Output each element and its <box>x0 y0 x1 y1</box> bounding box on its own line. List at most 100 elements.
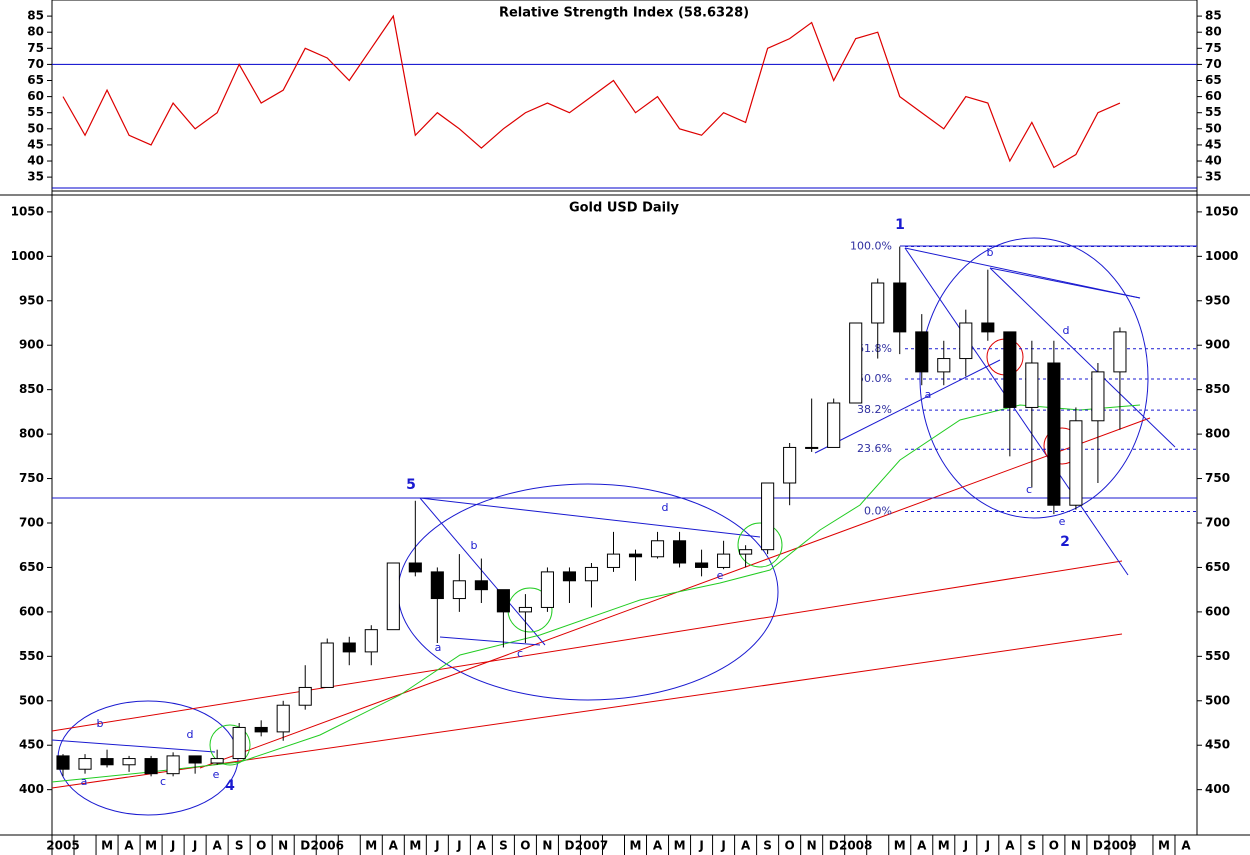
candle-body <box>518 606 532 613</box>
x-tick-label: J <box>720 839 725 853</box>
y-tick-label: 600 <box>19 604 44 618</box>
overlay <box>209 724 251 766</box>
y-tick-label: 45 <box>27 137 44 151</box>
fib-label: 100.0% <box>850 240 892 253</box>
x-tick-label: J <box>434 839 439 853</box>
x-tick-label: J <box>456 839 461 853</box>
y-tick-label: 35 <box>1205 170 1222 184</box>
x-tick-label: M <box>630 839 642 853</box>
x-tick-label: J <box>963 839 968 853</box>
wave-letter: d <box>662 501 669 514</box>
x-tick-label: S <box>499 839 508 853</box>
candle-body <box>1113 331 1127 373</box>
candle-body <box>628 553 643 558</box>
candle-body <box>739 549 753 555</box>
candle-body <box>78 758 92 770</box>
candle-body <box>188 755 202 764</box>
candle-body <box>650 540 665 558</box>
rsi-line <box>62 14 1121 169</box>
candle-body <box>166 755 180 775</box>
wave-label: 5 <box>406 477 416 493</box>
y-tick-label: 450 <box>19 738 44 752</box>
y-tick-label: 60 <box>27 89 44 103</box>
y-tick-label: 55 <box>1205 105 1222 119</box>
wave-letter: d <box>187 728 194 741</box>
y-tick-label: 500 <box>19 693 44 707</box>
y-tick-label: 800 <box>1205 427 1230 441</box>
overlay <box>737 522 783 568</box>
y-tick-label: 50 <box>1205 121 1222 135</box>
candle-body <box>430 571 444 600</box>
x-tick-label: M <box>894 839 906 853</box>
x-tick-label: A <box>1005 839 1015 853</box>
wave-letter: c <box>160 775 166 788</box>
overlay <box>989 267 1176 448</box>
overlay <box>919 237 1149 519</box>
y-tick-label: 700 <box>19 516 44 530</box>
wave-letter: a <box>925 388 932 401</box>
y-tick-label: 700 <box>1205 516 1230 530</box>
y-tick-label: 750 <box>19 471 44 485</box>
x-tick-label: M <box>1158 839 1170 853</box>
y-tick-label: 70 <box>27 57 44 71</box>
x-tick-label: M <box>145 839 157 853</box>
x-tick-label: J <box>170 839 175 853</box>
y-tick-label: 900 <box>1205 338 1230 352</box>
candle-body <box>695 562 709 568</box>
x-tick-label: N <box>1071 839 1081 853</box>
y-tick-label: 1000 <box>1205 249 1238 263</box>
candle-body <box>342 642 356 653</box>
wave-letter: a <box>435 641 442 654</box>
x-tick-label: A <box>477 839 487 853</box>
y-tick-label: 450 <box>1205 738 1230 752</box>
y-tick-label: 600 <box>1205 604 1230 618</box>
x-tick-label: J <box>698 839 703 853</box>
overlay <box>419 497 761 538</box>
candle-body <box>805 446 819 449</box>
y-tick-label: 80 <box>27 25 44 39</box>
candle-body <box>1003 331 1017 408</box>
candle-body <box>871 282 885 324</box>
candle-body <box>1025 362 1039 408</box>
x-tick-label: D <box>300 839 310 853</box>
wave-letter: a <box>81 775 88 788</box>
wave-letter: c <box>517 647 523 660</box>
y-tick-label: 55 <box>27 105 44 119</box>
candle-body <box>298 686 312 706</box>
candle-body <box>56 755 70 770</box>
x-tick-label: A <box>741 839 751 853</box>
overlay <box>51 560 1123 732</box>
candle-body <box>584 566 599 582</box>
x-tick-label: M <box>365 839 377 853</box>
candle-body <box>672 540 687 564</box>
y-tick-label: 40 <box>1205 154 1222 168</box>
x-tick-label: A <box>389 839 399 853</box>
overlay <box>989 267 1141 299</box>
y-tick-label: 850 <box>19 382 44 396</box>
y-tick-label: 80 <box>1205 25 1222 39</box>
x-tick-label: O <box>520 839 530 853</box>
candle-body <box>320 642 334 688</box>
candle-body <box>761 482 775 551</box>
x-tick-label: A <box>124 839 134 853</box>
x-tick-label: 2009 <box>1103 839 1136 853</box>
y-tick-label: 70 <box>1205 57 1222 71</box>
x-tick-label: M <box>674 839 686 853</box>
candle-body <box>474 580 488 591</box>
x-tick-label: N <box>278 839 288 853</box>
y-tick-label: 40 <box>27 154 44 168</box>
fib-label: 23.6% <box>857 442 892 455</box>
x-tick-label: D <box>1093 839 1103 853</box>
candle-body <box>827 402 841 448</box>
x-tick-label: M <box>101 839 113 853</box>
wave-letter: b <box>97 717 104 730</box>
candle-body <box>783 446 797 484</box>
candle-body <box>540 571 554 608</box>
fib-label: 38.2% <box>857 403 892 416</box>
y-tick-label: 65 <box>1205 73 1222 87</box>
y-tick-label: 400 <box>19 782 44 796</box>
y-tick-label: 800 <box>19 427 44 441</box>
x-tick-label: A <box>917 839 927 853</box>
wave-label: 1 <box>895 217 905 233</box>
